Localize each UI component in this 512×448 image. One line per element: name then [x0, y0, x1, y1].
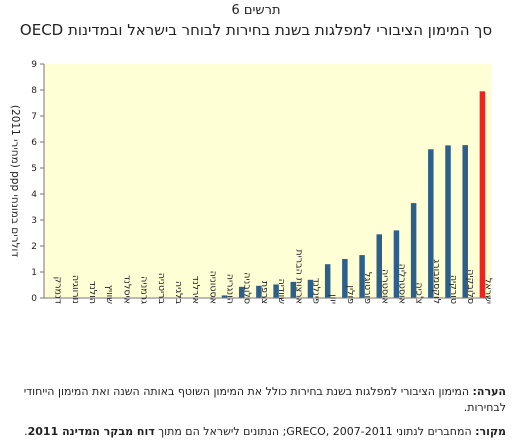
- bar: [359, 255, 365, 298]
- y-ticks-group: 0 1 2 3 4 5 6 7 8 9: [31, 60, 44, 304]
- x-category-label: שוודיה: [276, 279, 287, 305]
- x-category-label: טורקיה: [448, 275, 459, 304]
- x-category-label: אסטוניה: [207, 271, 218, 304]
- x-category-label: סלובקיה: [465, 269, 476, 304]
- chart-note: הערה: המימון הציבורי למפלגות בשנת בחירות…: [8, 384, 506, 416]
- chart-title: סך המימון הציבורי למפלגות בשנת בחירות לב…: [19, 21, 493, 39]
- bar: [410, 203, 417, 298]
- bar: [376, 234, 382, 298]
- y-tick-label: 6: [31, 138, 37, 148]
- source-label: מקור:: [475, 425, 506, 438]
- bar: [256, 285, 262, 298]
- y-tick-label: 2: [31, 242, 37, 252]
- bar: [462, 145, 468, 298]
- y-tick-label: 5: [31, 164, 37, 174]
- x-category-label: פינלנד: [310, 278, 321, 304]
- bar-chart: 0 1 2 3 4 5 6 7 8 9 דנמרק נורווגיה הולנד שוויץ איסלנד…: [9, 60, 494, 305]
- y-tick-label: 8: [31, 86, 37, 96]
- x-category-label: ישראל: [482, 278, 493, 304]
- source-report-name: דוח מבקר המדינה 2011: [27, 425, 155, 438]
- note-label: הערה:: [472, 385, 506, 398]
- figure-label: תרשים 6: [231, 3, 281, 18]
- x-category-label: סלובניה: [242, 272, 253, 304]
- x-category-label: נורווגיה: [70, 275, 81, 304]
- x-category-label: בלגיה: [173, 281, 184, 305]
- x-category-label: אירלנד: [190, 276, 201, 304]
- bar: [428, 149, 434, 298]
- x-category-label: בריטניה: [156, 273, 167, 305]
- bar: [479, 91, 486, 298]
- y-tick-label: 1: [31, 268, 37, 278]
- y-tick-label: 4: [31, 190, 37, 200]
- bar: [307, 279, 314, 298]
- x-category-label: צרפת: [259, 281, 270, 304]
- y-axis-title: דולרים במונחי ppp (מחירי 2011): [9, 105, 21, 257]
- x-category-label: יוון: [328, 294, 339, 304]
- y-tick-label: 3: [31, 216, 37, 226]
- bars-group: [221, 91, 486, 298]
- x-category-label: פולין: [345, 285, 356, 304]
- bar: [342, 259, 348, 298]
- plot-area: [44, 64, 491, 298]
- bar: [445, 145, 451, 298]
- x-category-label: דנמרק: [53, 276, 64, 304]
- x-category-label: אוסטריה: [379, 269, 390, 304]
- x-category-label: גרמניה: [139, 276, 150, 304]
- y-tick-label: 0: [31, 294, 37, 304]
- bar: [273, 284, 279, 298]
- bar: [290, 281, 297, 298]
- source-end: .: [24, 425, 28, 438]
- x-category-label: איסלנד: [121, 275, 132, 304]
- bar: [238, 286, 245, 298]
- bar: [221, 295, 228, 298]
- x-category-label: הולנד: [87, 281, 98, 304]
- x-category-label: הונגריה: [225, 274, 236, 304]
- y-tick-label: 9: [31, 60, 37, 70]
- x-category-label: ארצות הברית: [293, 249, 304, 304]
- bar: [324, 264, 331, 298]
- y-tick-label: 7: [31, 112, 37, 122]
- x-labels-group: דנמרק נורווגיה הולנד שוויץ איסלנד גרמניה בריטנ…: [53, 249, 494, 304]
- x-category-label: לוקסמבורג: [431, 259, 442, 304]
- x-category-label: צ'כיה: [414, 282, 425, 304]
- note-text: המימון הציבורי למפלגות בשנת בחירות כולל …: [23, 385, 506, 414]
- source-text: המחברים לנתוני GRECO, 2007-2011; הנתונים…: [154, 425, 472, 438]
- x-category-label: אוסטרליה: [396, 264, 407, 304]
- x-category-label: פורטוגל: [362, 272, 373, 304]
- bar: [393, 230, 400, 298]
- chart-source: מקור: המחברים לנתוני GRECO, 2007-2011; ה…: [8, 424, 506, 440]
- x-category-label: שוויץ: [104, 285, 115, 304]
